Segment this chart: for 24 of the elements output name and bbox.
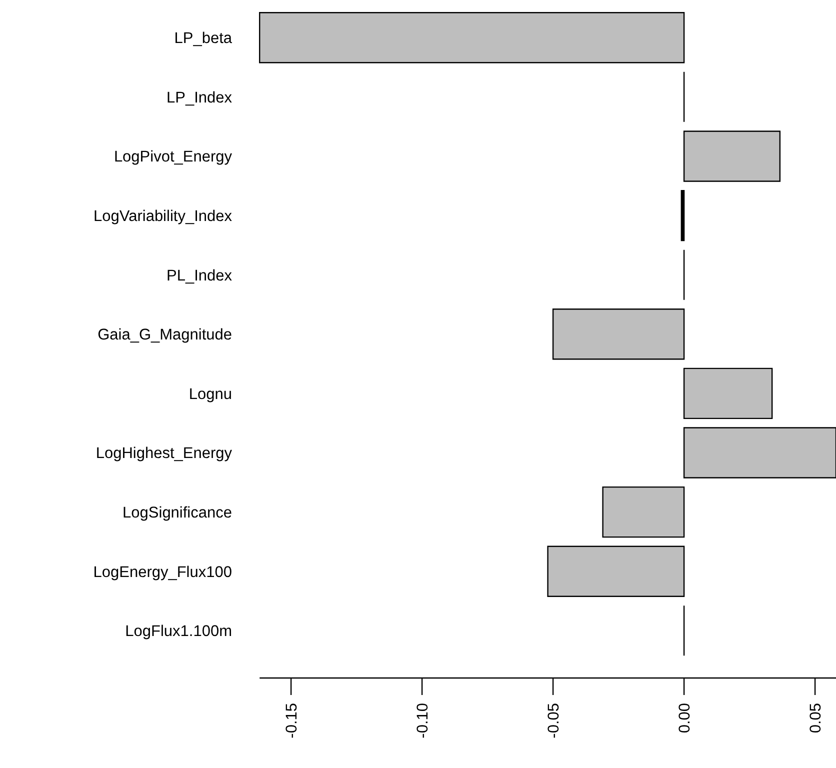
- y-tick-label: Gaia_G_Magnitude: [98, 326, 232, 344]
- bar: [683, 130, 781, 182]
- bar: [602, 486, 685, 538]
- x-tick-label: 0.05: [807, 703, 824, 734]
- y-tick-label: LogSignificance: [122, 504, 232, 522]
- y-tick-label: PL_Index: [166, 267, 232, 284]
- y-tick-label: LogHighest_Energy: [96, 445, 232, 462]
- y-tick-label: LogVariability_Index: [94, 208, 232, 225]
- y-tick-label: LogEnergy_Flux100: [93, 564, 232, 581]
- bar: [683, 368, 773, 420]
- x-tick-label: -0.15: [283, 703, 300, 738]
- bar: [547, 546, 685, 597]
- bar: [680, 190, 685, 242]
- y-tick-label: LogPivot_Energy: [114, 148, 232, 166]
- bar: [552, 308, 685, 360]
- x-tick-label: 0.00: [676, 702, 694, 734]
- bar: [683, 427, 836, 478]
- x-tick-label: -0.10: [414, 702, 432, 738]
- bar: [259, 12, 685, 64]
- y-tick-label: LogFlux1.100m: [125, 623, 232, 640]
- x-tick-label: -0.05: [545, 703, 562, 738]
- y-tick-label: Lognu: [188, 386, 232, 403]
- y-tick-label: LP_beta: [174, 30, 232, 48]
- y-tick-label: LP_Index: [166, 89, 232, 106]
